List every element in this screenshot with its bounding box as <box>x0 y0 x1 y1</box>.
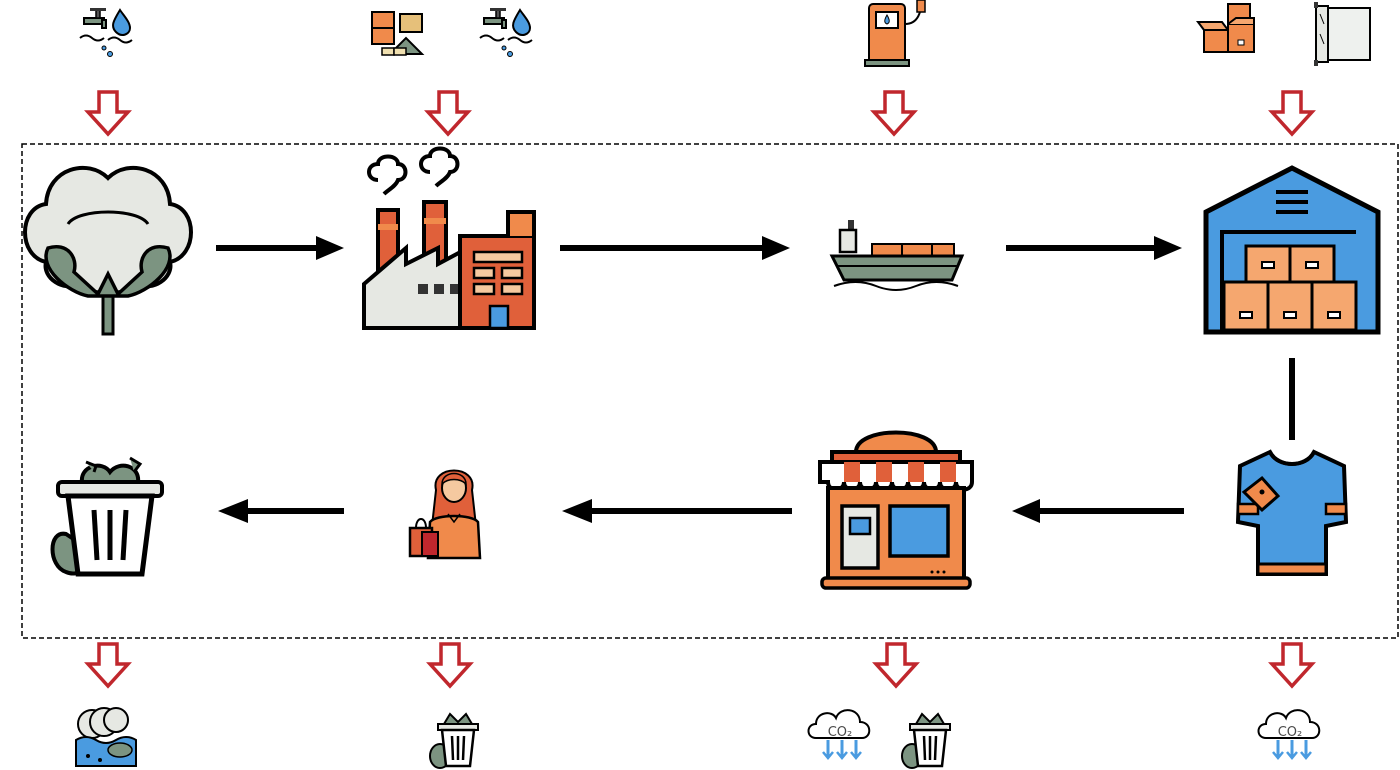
cardboard-boxes-icon <box>1196 3 1255 53</box>
water-tap-icon <box>79 7 133 58</box>
input-arrow <box>872 90 916 136</box>
warehouse-icon <box>1203 165 1381 335</box>
output-arrow <box>86 642 130 688</box>
input-arrow <box>86 90 130 136</box>
raw-materials-icon <box>371 11 425 56</box>
input-arrow <box>426 90 470 136</box>
plastic-wrap-roll-icon <box>1314 2 1371 66</box>
trash-can-icon <box>50 456 164 577</box>
system-boundary <box>21 143 1399 639</box>
cargo-ship-icon <box>829 220 965 291</box>
output-arrow <box>874 642 918 688</box>
flow-arrow <box>216 236 344 260</box>
fuel-pump-icon <box>864 0 926 67</box>
trash-can-icon <box>428 712 480 770</box>
trash-can-icon <box>900 712 952 770</box>
co2-label: CO₂ <box>828 725 853 740</box>
cotton-plant-icon <box>23 165 193 336</box>
flow-arrow <box>1012 499 1184 523</box>
store-icon <box>818 430 974 590</box>
water-tap-icon <box>479 7 533 58</box>
shopping-woman-icon <box>408 469 482 560</box>
co2-cloud-icon: CO₂ <box>807 708 871 760</box>
flow-arrow <box>562 499 792 523</box>
output-arrow <box>1270 642 1314 688</box>
water-pollution-icon <box>75 707 137 767</box>
flow-arrow <box>1006 236 1182 260</box>
co2-label: CO₂ <box>1278 725 1303 740</box>
flow-arrow <box>218 499 344 523</box>
tshirt-icon <box>1235 449 1349 576</box>
input-arrow <box>1270 90 1314 136</box>
output-arrow <box>428 642 472 688</box>
flow-arrow <box>560 236 790 260</box>
factory-icon <box>362 146 536 330</box>
co2-cloud-icon: CO₂ <box>1257 708 1321 760</box>
